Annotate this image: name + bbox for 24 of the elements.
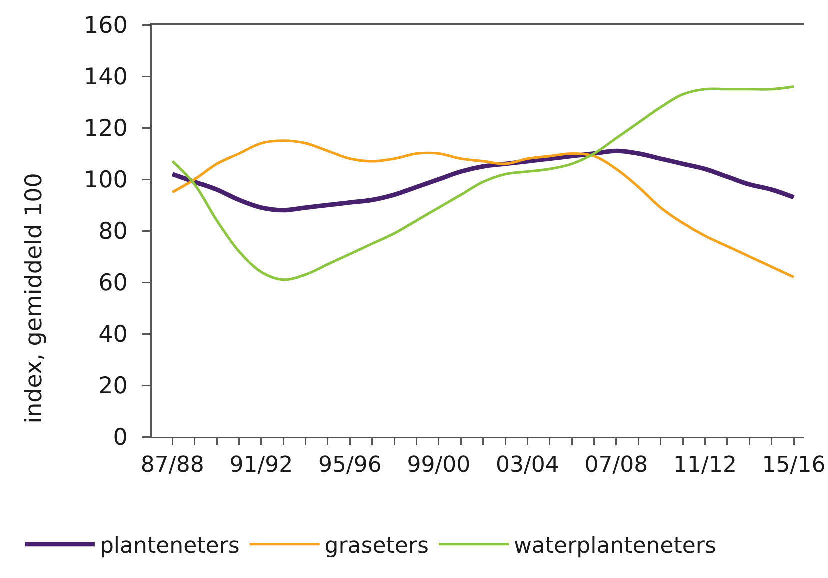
legend-label: planteneters xyxy=(100,534,240,559)
x-tick-label: 03/04 xyxy=(496,452,560,478)
x-tick-label: 95/96 xyxy=(318,452,382,478)
x-tick-label: 07/08 xyxy=(584,452,648,478)
y-tick-label: 20 xyxy=(98,374,128,400)
y-tick-label: 60 xyxy=(98,270,128,297)
x-tick-label: 87/88 xyxy=(140,452,204,478)
line-series xyxy=(171,86,796,282)
y-tick-label: 120 xyxy=(84,116,128,142)
y-tick-label: 0 xyxy=(113,425,128,452)
y-tick-label: 80 xyxy=(98,219,128,246)
y-tick-label: 140 xyxy=(84,64,128,91)
line-series xyxy=(171,140,796,279)
y-tick-label: 160 xyxy=(84,13,128,40)
y-tick-label: 40 xyxy=(98,322,128,348)
x-tick-label: 11/12 xyxy=(674,452,737,478)
x-tick-label: 99/00 xyxy=(407,452,471,478)
y-tick-label: 100 xyxy=(84,168,128,194)
y-axis-title: index, gemiddeld 100 xyxy=(21,173,48,424)
legend-label: graseters xyxy=(324,534,429,559)
x-tick-label: 91/92 xyxy=(230,452,294,478)
x-tick-label: 15/16 xyxy=(762,452,826,478)
legend-label: waterplanteneters xyxy=(514,534,716,559)
line-series xyxy=(170,148,796,213)
